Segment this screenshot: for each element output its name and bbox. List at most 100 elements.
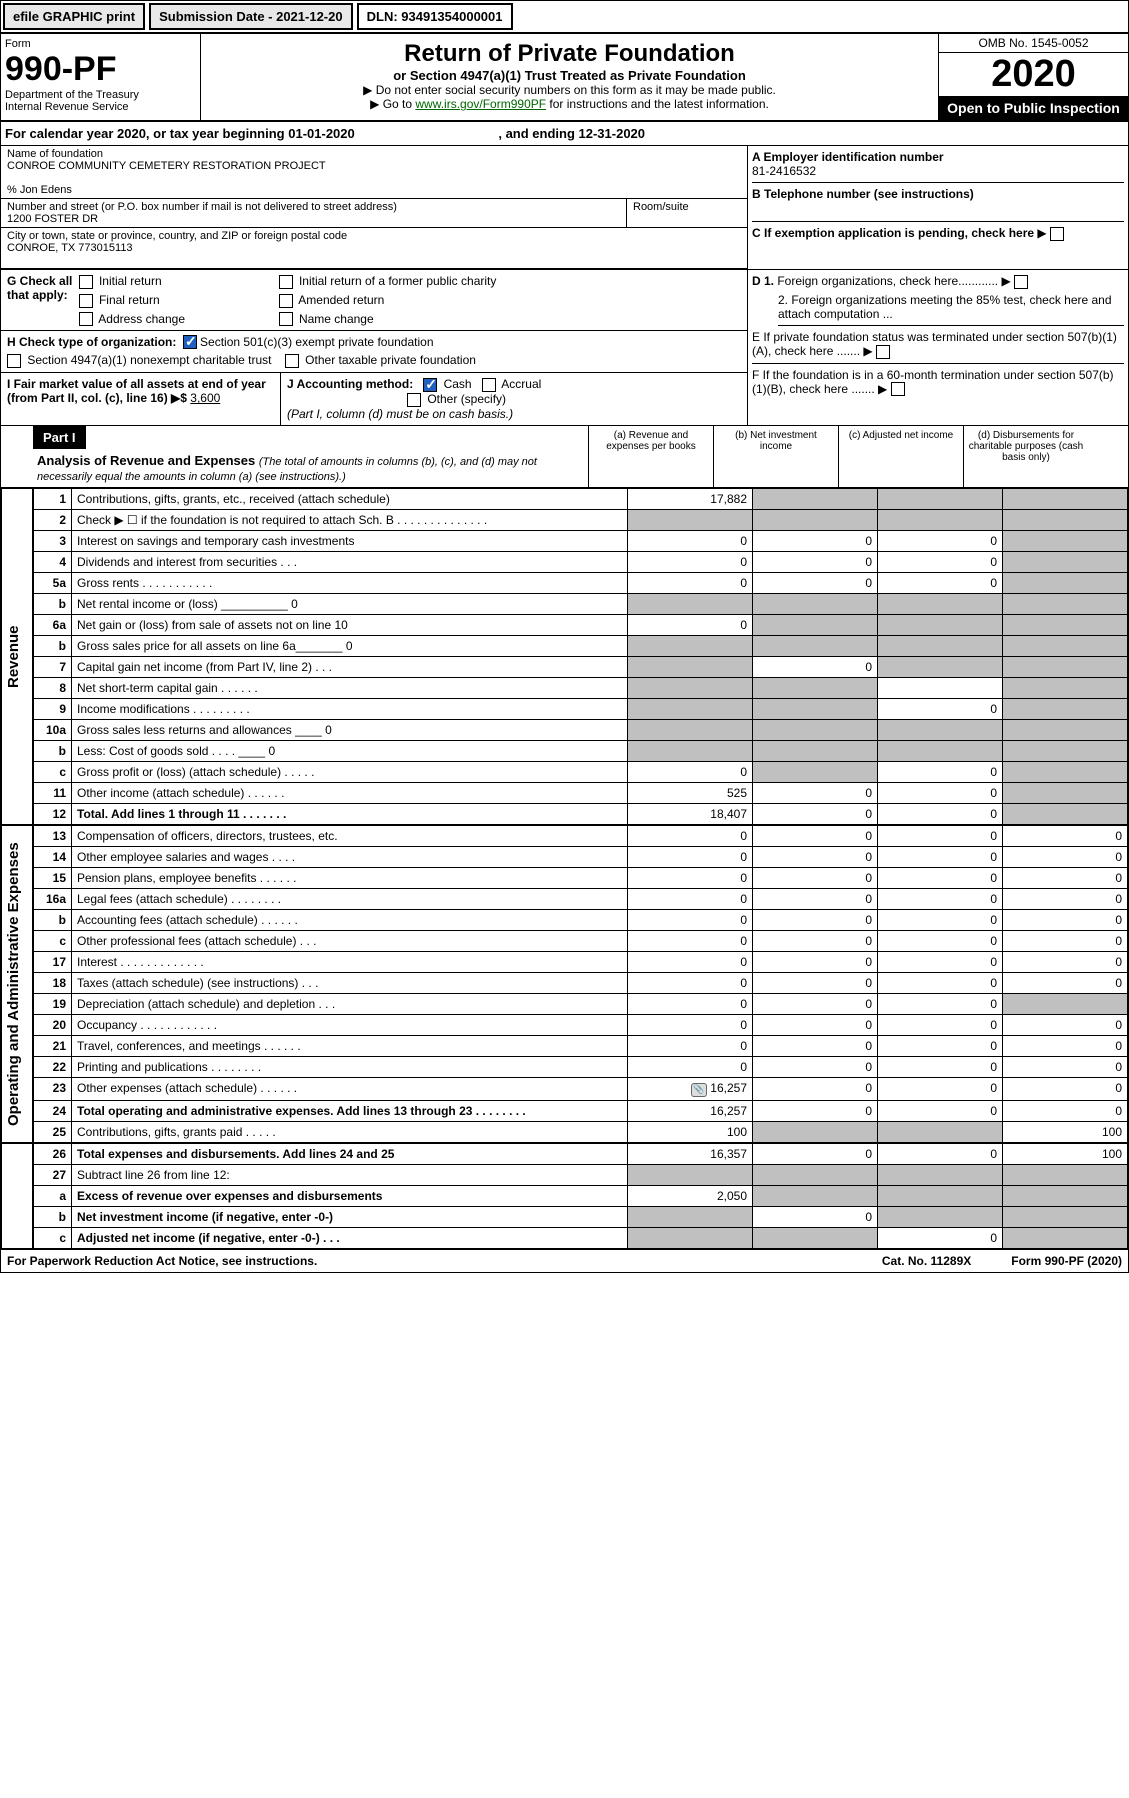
top-bar: efile GRAPHIC print Submission Date - 20…	[1, 1, 1128, 34]
part1-title: Analysis of Revenue and Expenses	[37, 453, 259, 468]
table-row: 23Other expenses (attach schedule) . . .…	[34, 1077, 1128, 1100]
revenue-table: 1Contributions, gifts, grants, etc., rec…	[33, 488, 1128, 825]
j-cash-checkbox[interactable]	[423, 378, 437, 392]
net-table: 26Total expenses and disbursements. Add …	[33, 1143, 1128, 1249]
g-label: G Check all that apply:	[7, 274, 79, 326]
e-checkbox[interactable]	[876, 345, 890, 359]
g-opt-5-checkbox[interactable]	[279, 312, 293, 326]
table-row: 13Compensation of officers, directors, t…	[34, 825, 1128, 846]
care-of: % Jon Edens	[7, 184, 741, 196]
table-row: 19Depreciation (attach schedule) and dep…	[34, 993, 1128, 1014]
table-row: 21Travel, conferences, and meetings . . …	[34, 1035, 1128, 1056]
footer-left: For Paperwork Reduction Act Notice, see …	[7, 1254, 317, 1268]
city: CONROE, TX 773015113	[7, 242, 741, 254]
table-row: 8Net short-term capital gain . . . . . .	[34, 677, 1128, 698]
table-row: 9Income modifications . . . . . . . . .0	[34, 698, 1128, 719]
h-501c3-checkbox[interactable]	[183, 335, 197, 349]
h-other-checkbox[interactable]	[285, 354, 299, 368]
footer-cat: Cat. No. 11289X	[882, 1254, 971, 1268]
table-row: 12Total. Add lines 1 through 11 . . . . …	[34, 803, 1128, 824]
j-note: (Part I, column (d) must be on cash basi…	[287, 407, 513, 421]
c-checkbox[interactable]	[1050, 227, 1064, 241]
h-label: H Check type of organization:	[7, 335, 176, 349]
table-row: 14Other employee salaries and wages . . …	[34, 846, 1128, 867]
f-row: F If the foundation is in a 60-month ter…	[752, 368, 1124, 397]
table-row: 2Check ▶ ☐ if the foundation is not requ…	[34, 509, 1128, 530]
table-row: 7Capital gain net income (from Part IV, …	[34, 656, 1128, 677]
col-b-header: (b) Net investment income	[713, 426, 838, 487]
col-c-header: (c) Adjusted net income	[838, 426, 963, 487]
room-label: Room/suite	[633, 201, 741, 213]
part1-badge: Part I	[33, 426, 86, 449]
table-row: 25Contributions, gifts, grants paid . . …	[34, 1121, 1128, 1142]
dln: DLN: 93491354000001	[357, 3, 513, 30]
j-label: J Accounting method:	[287, 377, 413, 391]
table-row: cOther professional fees (attach schedul…	[34, 930, 1128, 951]
form-label: Form	[5, 38, 196, 50]
efile-print-button[interactable]: efile GRAPHIC print	[3, 3, 145, 30]
tax-year: 2020	[939, 53, 1128, 96]
g-opt-3-checkbox[interactable]	[279, 294, 293, 308]
form-subtitle: or Section 4947(a)(1) Trust Treated as P…	[207, 68, 932, 83]
foundation-name: CONROE COMMUNITY CEMETERY RESTORATION PR…	[7, 160, 741, 172]
table-row: 10aGross sales less returns and allowanc…	[34, 719, 1128, 740]
table-row: 4Dividends and interest from securities …	[34, 551, 1128, 572]
table-row: 17Interest . . . . . . . . . . . . .0000	[34, 951, 1128, 972]
form-title: Return of Private Foundation	[207, 40, 932, 68]
calendar-year-row: For calendar year 2020, or tax year begi…	[1, 122, 1128, 146]
g-opt-2-checkbox[interactable]	[79, 294, 93, 308]
table-row: 27Subtract line 26 from line 12:	[34, 1164, 1128, 1185]
table-row: bNet investment income (if negative, ent…	[34, 1206, 1128, 1227]
col-a-header: (a) Revenue and expenses per books	[588, 426, 713, 487]
irs: Internal Revenue Service	[5, 101, 196, 113]
d1-checkbox[interactable]	[1014, 275, 1028, 289]
g-opt-4-checkbox[interactable]	[79, 312, 93, 326]
table-row: 15Pension plans, employee benefits . . .…	[34, 867, 1128, 888]
i-label: I Fair market value of all assets at end…	[7, 377, 266, 405]
table-row: bNet rental income or (loss) __________ …	[34, 593, 1128, 614]
instruction-1: ▶ Do not enter social security numbers o…	[207, 83, 932, 97]
table-row: 24Total operating and administrative exp…	[34, 1100, 1128, 1121]
j-other-checkbox[interactable]	[407, 393, 421, 407]
table-row: aExcess of revenue over expenses and dis…	[34, 1185, 1128, 1206]
table-row: bGross sales price for all assets on lin…	[34, 635, 1128, 656]
table-row: 1Contributions, gifts, grants, etc., rec…	[34, 488, 1128, 509]
j-accrual-checkbox[interactable]	[482, 378, 496, 392]
h-4947-checkbox[interactable]	[7, 354, 21, 368]
e-row: E If private foundation status was termi…	[752, 330, 1124, 364]
d2-row: 2. Foreign organizations meeting the 85%…	[778, 293, 1124, 326]
table-row: 18Taxes (attach schedule) (see instructi…	[34, 972, 1128, 993]
open-to-public: Open to Public Inspection	[939, 96, 1128, 120]
table-row: 16aLegal fees (attach schedule) . . . . …	[34, 888, 1128, 909]
table-row: 26Total expenses and disbursements. Add …	[34, 1143, 1128, 1164]
address: 1200 FOSTER DR	[7, 213, 620, 225]
irs-link[interactable]: www.irs.gov/Form990PF	[415, 97, 546, 111]
col-d-header: (d) Disbursements for charitable purpose…	[963, 426, 1088, 487]
footer-form: Form 990-PF (2020)	[1011, 1254, 1122, 1268]
d1-row: D 1. Foreign organizations, check here..…	[752, 274, 1124, 289]
g-opt-0-checkbox[interactable]	[79, 275, 93, 289]
g-opt-1-checkbox[interactable]	[279, 275, 293, 289]
dept-treasury: Department of the Treasury	[5, 89, 196, 101]
c-exemption: C If exemption application is pending, c…	[752, 226, 1124, 241]
table-row: bLess: Cost of goods sold . . . . ____ 0	[34, 740, 1128, 761]
table-row: cGross profit or (loss) (attach schedule…	[34, 761, 1128, 782]
f-checkbox[interactable]	[891, 382, 905, 396]
address-label: Number and street (or P.O. box number if…	[7, 201, 620, 213]
omb-number: OMB No. 1545-0052	[939, 34, 1128, 53]
table-row: 3Interest on savings and temporary cash …	[34, 530, 1128, 551]
attachment-icon[interactable]: 📎	[691, 1083, 707, 1097]
name-label: Name of foundation	[7, 148, 741, 160]
revenue-side-label: Revenue	[1, 488, 33, 825]
table-row: 6aNet gain or (loss) from sale of assets…	[34, 614, 1128, 635]
form-number: 990-PF	[5, 50, 196, 89]
expenses-table: 13Compensation of officers, directors, t…	[33, 825, 1128, 1143]
table-row: bAccounting fees (attach schedule) . . .…	[34, 909, 1128, 930]
submission-date: Submission Date - 2021-12-20	[149, 3, 353, 30]
table-row: 20Occupancy . . . . . . . . . . . .0000	[34, 1014, 1128, 1035]
city-label: City or town, state or province, country…	[7, 230, 741, 242]
i-value: 3,600	[190, 391, 220, 405]
table-row: 5aGross rents . . . . . . . . . . .000	[34, 572, 1128, 593]
expenses-side-label: Operating and Administrative Expenses	[1, 825, 33, 1143]
instruction-2: ▶ Go to www.irs.gov/Form990PF for instru…	[207, 97, 932, 111]
